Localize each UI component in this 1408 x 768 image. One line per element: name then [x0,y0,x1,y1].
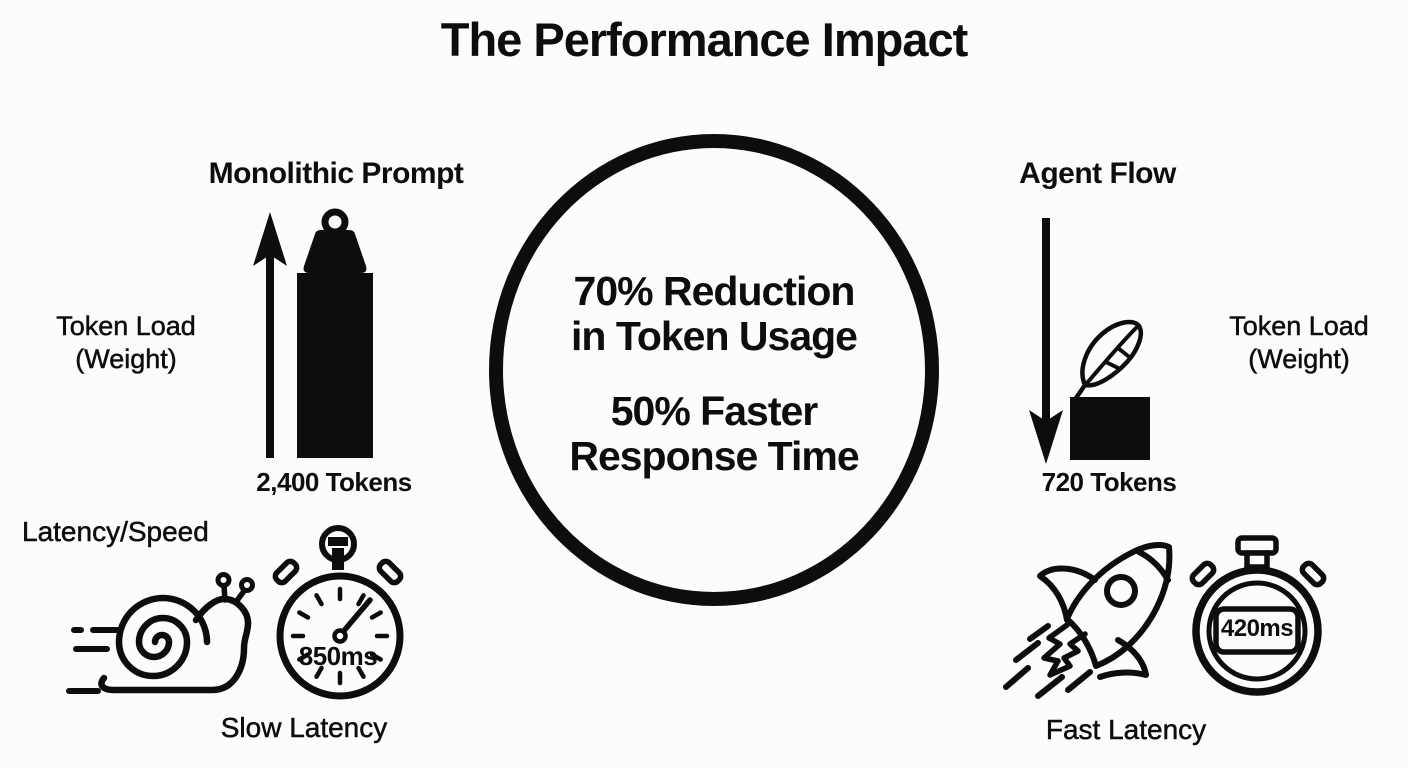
stopwatch-button-left [272,558,300,586]
token-reduction-line2: in Token Usage [571,313,858,359]
slow-stopwatch-reading: 850ms [298,641,378,671]
stopwatch-hub [332,628,348,644]
rocket-body [1064,541,1173,669]
weight-body [303,230,367,273]
latency-speed-label: Latency/Speed [22,516,209,548]
token-reduction-stat: 70% Reduction in Token Usage [489,269,939,359]
rocket-icon [1003,541,1173,699]
stopwatch-button-right [376,558,404,586]
feather-outline [1080,319,1144,388]
feather-icon [1073,319,1144,401]
monolithic-prompt-heading: Monolithic Prompt [208,157,464,190]
monolithic-tokens-value: 2,400 Tokens [256,467,412,497]
weight-handle-ring [321,208,349,236]
stopwatch-crown-stem [332,548,344,570]
response-time-stat: 50% Faster Response Time [489,389,939,479]
rocket-speed-dashes [1003,623,1093,699]
center-stats-circle [489,134,939,606]
agent-flow-heading: Agent Flow [1019,157,1176,190]
slow-latency-caption: Slow Latency [220,712,388,744]
page-title: The Performance Impact [440,13,969,66]
snail-shell-spiral [115,594,211,680]
stopwatch-button-right [1299,560,1327,588]
rocket-flame [1041,622,1088,678]
token-load-line1: Token Load [56,311,196,342]
snail-antennae [221,583,247,605]
response-time-line2: Response Time [569,433,859,479]
arrow-down-icon [1029,218,1063,464]
slow-stopwatch-icon [272,525,404,700]
token-load-line2: (Weight) [75,344,177,375]
stopwatch-needle [339,597,373,636]
snail-icon [66,572,255,694]
response-time-line1: 50% Faster [610,388,819,434]
stopwatch-bezel-inner [1206,580,1308,682]
feather-quill [1073,382,1088,401]
token-reduction-line1: 70% Reduction [573,268,856,314]
fast-latency-caption: Fast Latency [1045,714,1207,746]
snail-body [98,595,252,694]
stopwatch-tick-marks [290,586,390,686]
token-load-line1: Token Load [1229,311,1369,342]
feather-barbs [1104,346,1130,370]
stopwatch-button-left [1189,560,1217,588]
token-load-line2: (Weight) [1248,344,1350,375]
arrow-up-icon [253,212,287,458]
stopwatch-display [1213,606,1301,655]
rocket-nose-line [1136,549,1171,583]
rocket-fin-lower [1097,637,1149,680]
rocket-window [1104,574,1138,608]
fast-stopwatch-reading: 420ms [1220,615,1294,642]
heavy-weight-icon [297,208,373,458]
light-token-block [1070,397,1150,460]
stopwatch-crown-stem [1244,550,1270,570]
fast-stopwatch-icon [1189,535,1327,696]
agent-tokens-value: 720 Tokens [1041,467,1177,497]
rocket-fin-upper [1037,565,1098,623]
snail-eye-right [239,577,255,593]
snail-eye-left [215,572,232,588]
stopwatch-crown-knob [328,537,348,546]
token-load-bar [297,273,373,458]
feather-rib [1085,326,1138,385]
snail-speed-dashes [66,627,122,694]
token-load-label-left: Token Load (Weight) [20,310,232,376]
token-load-label-right: Token Load (Weight) [1212,310,1386,376]
